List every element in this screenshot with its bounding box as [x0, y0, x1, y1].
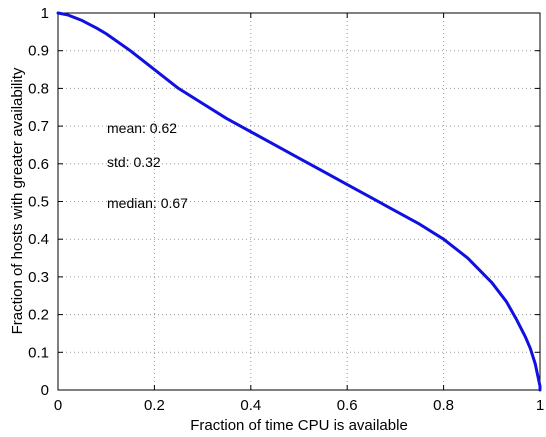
x-tick-label: 1	[536, 397, 544, 414]
y-tick-label: 0.4	[28, 231, 49, 248]
y-tick-label: 0.2	[28, 307, 49, 324]
series-line	[56, 11, 542, 392]
x-tick-label: 0.4	[240, 397, 261, 414]
x-tick-label: 0.2	[144, 397, 165, 414]
y-axis-label: Fraction of hosts with greater availabil…	[9, 67, 26, 334]
x-axis-label: Fraction of time CPU is available	[190, 417, 408, 434]
axis-ticks	[57, 12, 541, 391]
y-tick-label: 1	[41, 5, 49, 22]
annotation-median: median: 0.67	[107, 195, 188, 211]
annotation-mean: mean: 0.62	[107, 120, 177, 136]
grid	[58, 13, 540, 390]
annotation-std: std: 0.32	[107, 154, 161, 170]
x-tick-label: 0	[54, 397, 62, 414]
y-tick-label: 0.9	[28, 43, 49, 60]
tick-labels: 0 0.2 0.4 0.6 0.8 1 0 0.1 0.2 0.3 0.4 0.5 0.6 0.7 0.8 0…	[28, 5, 544, 414]
y-tick-label: 0.6	[28, 156, 49, 173]
y-tick-label: 0.5	[28, 194, 49, 211]
y-tick-label: 0.8	[28, 80, 49, 97]
y-tick-label: 0.3	[28, 269, 49, 286]
y-tick-label: 0.7	[28, 118, 49, 135]
x-tick-label: 0.6	[337, 397, 358, 414]
y-tick-label: 0	[41, 382, 49, 399]
x-tick-label: 0.8	[433, 397, 454, 414]
y-tick-label: 0.1	[28, 344, 49, 361]
